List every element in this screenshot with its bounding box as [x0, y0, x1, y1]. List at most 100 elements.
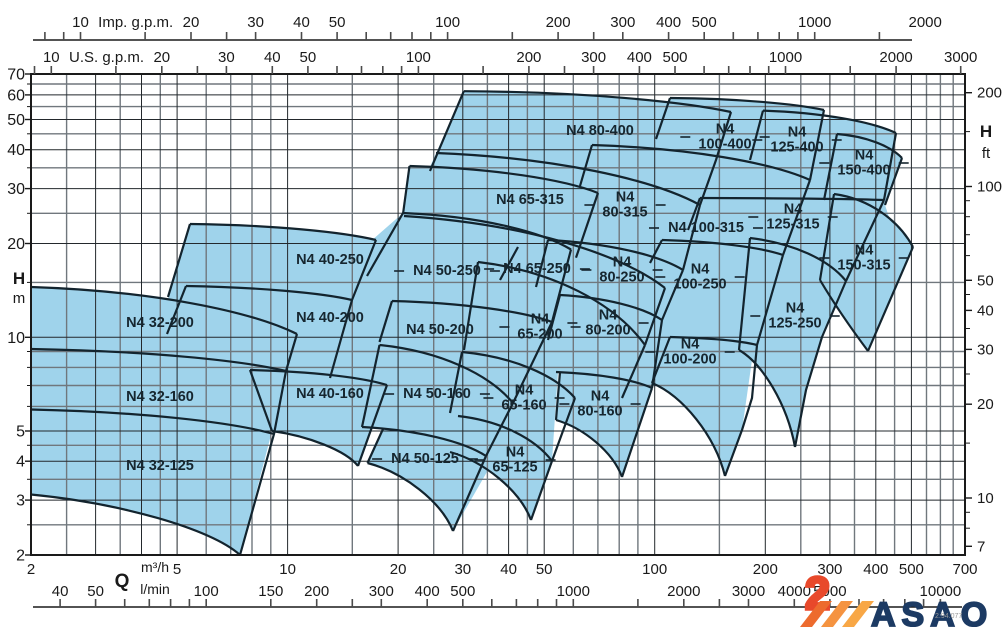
svg-text:N4 50-250: N4 50-250 — [413, 263, 481, 279]
svg-text:1000: 1000 — [798, 14, 831, 31]
svg-text:N4 65-250: N4 65-250 — [503, 261, 571, 277]
svg-text:N4: N4 — [716, 121, 735, 137]
svg-text:7: 7 — [977, 538, 985, 555]
svg-text:N4 40-250: N4 40-250 — [296, 252, 364, 268]
svg-text:100: 100 — [977, 179, 1002, 196]
svg-text:80-200: 80-200 — [585, 322, 630, 338]
svg-text:125-250: 125-250 — [768, 315, 821, 331]
svg-text:20: 20 — [390, 561, 407, 578]
svg-text:100: 100 — [642, 561, 667, 578]
svg-text:500: 500 — [662, 49, 687, 66]
svg-text:N4: N4 — [616, 189, 635, 205]
svg-text:N4: N4 — [784, 201, 803, 217]
svg-text:N4: N4 — [681, 336, 700, 352]
svg-text:H: H — [13, 269, 25, 288]
svg-text:80-160: 80-160 — [577, 403, 622, 419]
svg-text:N4: N4 — [613, 254, 632, 270]
svg-text:m: m — [13, 290, 26, 307]
svg-text:100: 100 — [406, 49, 431, 66]
svg-text:150-315: 150-315 — [837, 257, 890, 273]
svg-text:700: 700 — [952, 561, 977, 578]
svg-text:3: 3 — [16, 493, 25, 510]
svg-text:N4 50-125: N4 50-125 — [391, 451, 459, 467]
svg-text:10: 10 — [977, 490, 994, 507]
svg-text:400: 400 — [415, 583, 440, 600]
svg-text:N4: N4 — [599, 307, 618, 323]
svg-text:10: 10 — [43, 49, 60, 66]
svg-text:200: 200 — [977, 85, 1002, 102]
svg-text:40: 40 — [977, 302, 994, 319]
svg-text:1000: 1000 — [557, 583, 590, 600]
svg-text:N4 32-160: N4 32-160 — [126, 389, 194, 405]
svg-text:N4 40-160: N4 40-160 — [296, 386, 364, 402]
svg-text:N4: N4 — [515, 382, 534, 398]
svg-text:N4: N4 — [855, 147, 874, 163]
svg-text:N4 50-160: N4 50-160 — [403, 386, 471, 402]
svg-text:1000: 1000 — [769, 49, 802, 66]
svg-text:2000: 2000 — [909, 14, 942, 31]
svg-text:65-160: 65-160 — [501, 397, 546, 413]
svg-text:80-315: 80-315 — [602, 204, 647, 220]
svg-text:500: 500 — [692, 14, 717, 31]
svg-text:4000: 4000 — [778, 583, 811, 600]
svg-text:200: 200 — [546, 14, 571, 31]
svg-text:Imp. g.p.m.: Imp. g.p.m. — [98, 14, 173, 31]
svg-text:N4 32-125: N4 32-125 — [126, 458, 194, 474]
svg-text:2.94.077: 2.94.077 — [935, 613, 962, 620]
svg-text:Q: Q — [115, 571, 130, 592]
svg-text:3000: 3000 — [732, 583, 765, 600]
svg-text:100: 100 — [435, 14, 460, 31]
svg-text:30: 30 — [977, 341, 994, 358]
svg-text:10: 10 — [72, 14, 89, 31]
svg-text:2000: 2000 — [667, 583, 700, 600]
svg-text:150: 150 — [258, 583, 283, 600]
svg-text:N4 100-315: N4 100-315 — [668, 220, 744, 236]
svg-text:20: 20 — [183, 14, 200, 31]
svg-text:40: 40 — [264, 49, 281, 66]
svg-text:30: 30 — [454, 561, 471, 578]
svg-text:3000: 3000 — [944, 49, 977, 66]
svg-text:500: 500 — [899, 561, 924, 578]
svg-text:20: 20 — [153, 49, 170, 66]
svg-text:80-250: 80-250 — [599, 269, 644, 285]
svg-text:m³/h: m³/h — [141, 559, 169, 575]
svg-text:10: 10 — [7, 330, 25, 347]
svg-text:H: H — [980, 122, 992, 141]
svg-text:100: 100 — [194, 583, 219, 600]
svg-text:40: 40 — [500, 561, 517, 578]
svg-text:ft: ft — [982, 145, 991, 162]
svg-text:30: 30 — [7, 181, 25, 198]
svg-text:2: 2 — [16, 548, 25, 565]
svg-text:125-400: 125-400 — [770, 139, 823, 155]
svg-text:50: 50 — [536, 561, 553, 578]
svg-text:10: 10 — [279, 561, 296, 578]
svg-text:10000: 10000 — [920, 583, 962, 600]
svg-text:65-200: 65-200 — [517, 326, 562, 342]
svg-text:N4 80-400: N4 80-400 — [566, 123, 634, 139]
svg-text:U.S. g.p.m.: U.S. g.p.m. — [69, 49, 144, 66]
svg-text:200: 200 — [304, 583, 329, 600]
svg-text:300: 300 — [610, 14, 635, 31]
svg-text:40: 40 — [293, 14, 310, 31]
svg-text:50: 50 — [329, 14, 346, 31]
svg-text:50: 50 — [977, 272, 994, 289]
svg-text:65-125: 65-125 — [492, 459, 537, 475]
svg-text:500: 500 — [450, 583, 475, 600]
svg-text:200: 200 — [753, 561, 778, 578]
svg-text:N4 50-200: N4 50-200 — [406, 322, 474, 338]
svg-text:N4: N4 — [788, 124, 807, 140]
svg-text:400: 400 — [656, 14, 681, 31]
svg-text:50: 50 — [7, 112, 25, 129]
svg-text:N4: N4 — [786, 300, 805, 316]
svg-text:N4: N4 — [531, 311, 550, 327]
svg-text:150-400: 150-400 — [837, 162, 890, 178]
svg-text:20: 20 — [7, 236, 25, 253]
svg-text:50: 50 — [300, 49, 317, 66]
svg-text:l/min: l/min — [140, 581, 170, 597]
svg-text:N4 32-200: N4 32-200 — [126, 315, 194, 331]
svg-text:100-200: 100-200 — [663, 351, 716, 367]
svg-text:2000: 2000 — [879, 49, 912, 66]
svg-text:30: 30 — [247, 14, 264, 31]
svg-text:300: 300 — [817, 561, 842, 578]
svg-text:ASAO: ASAO — [871, 596, 993, 627]
